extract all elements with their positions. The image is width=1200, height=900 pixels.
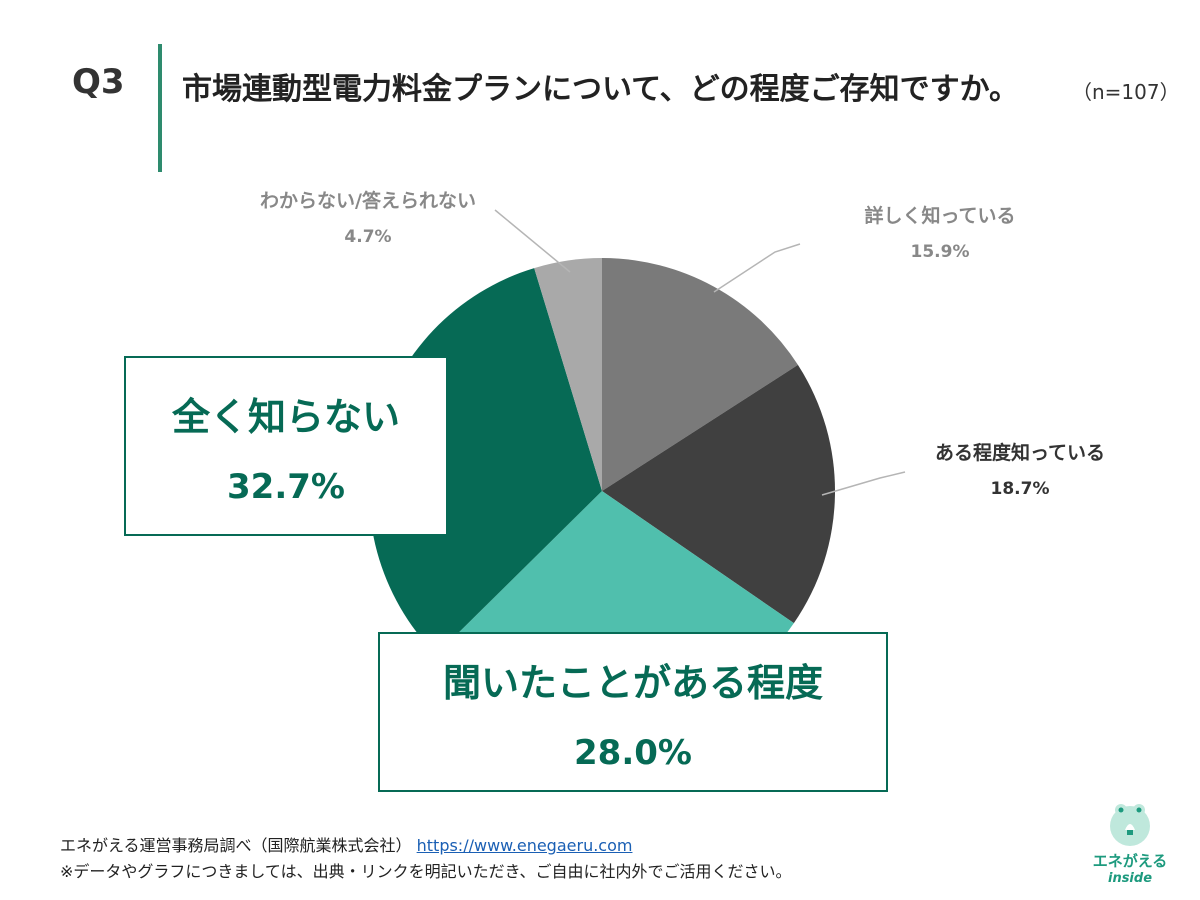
label-detailed: 詳しく知っている 15.9% <box>845 201 1035 262</box>
question-number: Q3 <box>72 62 125 102</box>
leader-somewhat <box>821 471 906 496</box>
label-dont-know-pct: 4.7% <box>344 227 392 247</box>
logo-name: エネがえる <box>1092 852 1168 870</box>
slice-somewhat <box>602 364 835 624</box>
question-title: 市場連動型電力料金プランについて、どの程度ご存知ですか。 <box>182 72 1019 107</box>
label-detailed-pct: 15.9% <box>910 242 970 262</box>
logo-sub: inside <box>1107 871 1153 886</box>
label-dont-know: わからない/答えられない 4.7% <box>238 186 498 247</box>
accent-bar <box>158 44 162 172</box>
brand-logo: エネがえる inside <box>1090 798 1170 886</box>
footer-note: ※データやグラフにつきましては、出典・リンクを明記いただき、ご自由に社内外でご活… <box>60 862 792 881</box>
leader-detailed <box>713 243 801 293</box>
footer-source: エネがえる運営事務局調べ（国際航業株式会社） <box>60 836 412 855</box>
label-somewhat-name: ある程度知っている <box>934 442 1106 464</box>
frog-bulb-icon <box>1105 798 1155 848</box>
label-heard-name: 聞いたことがある程度 <box>442 660 823 705</box>
label-not-know-pct: 32.7% <box>227 466 345 507</box>
label-detailed-name: 詳しく知っている <box>864 205 1016 227</box>
label-box-not-know: 全く知らない 32.7% <box>124 356 448 536</box>
label-somewhat-pct: 18.7% <box>990 479 1050 499</box>
label-not-know-name: 全く知らない <box>171 394 400 439</box>
footer-link[interactable]: https://www.enegaeru.com <box>416 836 633 855</box>
footer-source-line: エネがえる運営事務局調べ（国際航業株式会社） https://www.enega… <box>60 832 632 856</box>
slice-dont-know <box>534 258 602 491</box>
leader-dont-know <box>494 209 571 273</box>
label-somewhat: ある程度知っている 18.7% <box>915 438 1125 499</box>
label-box-heard: 聞いたことがある程度 28.0% <box>378 632 888 792</box>
label-heard-pct: 28.0% <box>574 732 692 773</box>
label-dont-know-name: わからない/答えられない <box>260 190 476 212</box>
sample-size: （n=107） <box>1072 80 1180 104</box>
slice-detailed <box>602 258 798 491</box>
